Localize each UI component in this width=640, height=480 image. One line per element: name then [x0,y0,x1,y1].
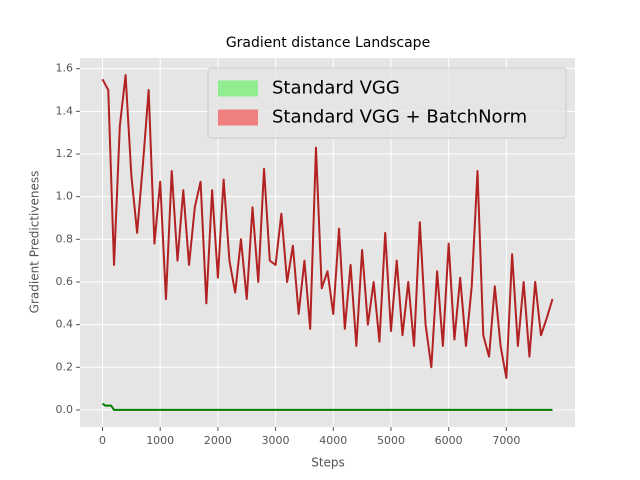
y-tick-label: 0.0 [56,403,74,416]
legend-swatch [218,80,258,97]
lines [101,74,554,411]
x-tick-label: 6000 [435,434,463,447]
series-line [101,402,553,411]
y-tick-label: 0.2 [56,360,74,373]
series-line [101,74,554,379]
y-axis-label: Gradient Predictiveness [28,171,42,314]
legend-label: Standard VGG + BatchNorm [272,107,527,128]
x-tick-label: 3000 [262,434,290,447]
y-tick-label: 1.6 [56,62,74,75]
legend-label: Standard VGG [272,78,400,99]
y-tick-label: 0.6 [56,275,74,288]
x-axis-label: Steps [311,456,345,470]
y-tick-label: 0.8 [56,232,74,245]
y-tick-label: 1.2 [56,147,74,160]
x-tick-label: 7000 [492,434,520,447]
y-tick-label: 1.0 [56,190,74,203]
y-tick-label: 0.4 [56,318,74,331]
legend-box [207,67,567,139]
legend: Standard VGG Standard VGG + BatchNorm [207,67,567,139]
x-tick-label: 1000 [146,434,174,447]
y-tick-label: 1.4 [56,104,74,117]
x-tick-label: 0 [99,434,106,447]
x-tick-label: 5000 [377,434,405,447]
legend-swatch [218,109,258,126]
x-tick-label: 4000 [319,434,347,447]
chart-title: Gradient distance Landscape [226,35,430,51]
x-tick-label: 2000 [204,434,232,447]
